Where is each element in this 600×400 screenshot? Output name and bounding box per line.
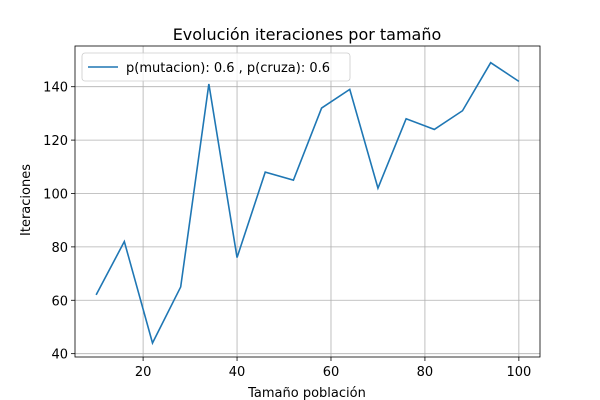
y-tick-label: 60: [51, 294, 68, 309]
x-tick-label: 60: [323, 365, 340, 380]
chart-title: Evolución iteraciones por tamaño: [173, 25, 442, 44]
legend: p(mutacion): 0.6 , p(cruza): 0.6: [81, 52, 351, 82]
legend-label: p(mutacion): 0.6 , p(cruza): 0.6: [126, 61, 330, 76]
y-tick-label: 100: [43, 187, 68, 202]
grid: [75, 46, 540, 357]
x-axis-label: Tamaño población: [247, 386, 366, 400]
series-line: [95, 61, 520, 346]
y-axis-ticks: 40 60 80 100 120 140: [43, 81, 75, 363]
x-axis-ticks: 20 40 60 80 100: [135, 357, 531, 380]
y-axis-label: Iteraciones: [19, 164, 34, 236]
legend-box: [81, 52, 351, 82]
x-tick-label: 40: [229, 365, 246, 380]
y-tick-label: 140: [43, 81, 68, 96]
y-tick-label: 120: [43, 134, 68, 149]
x-tick-label: 100: [506, 365, 531, 380]
y-tick-label: 80: [51, 241, 68, 256]
plot-frame: [74, 45, 541, 358]
x-tick-label: 80: [417, 365, 434, 380]
y-tick-label: 40: [51, 348, 68, 363]
x-tick-label: 20: [135, 365, 152, 380]
